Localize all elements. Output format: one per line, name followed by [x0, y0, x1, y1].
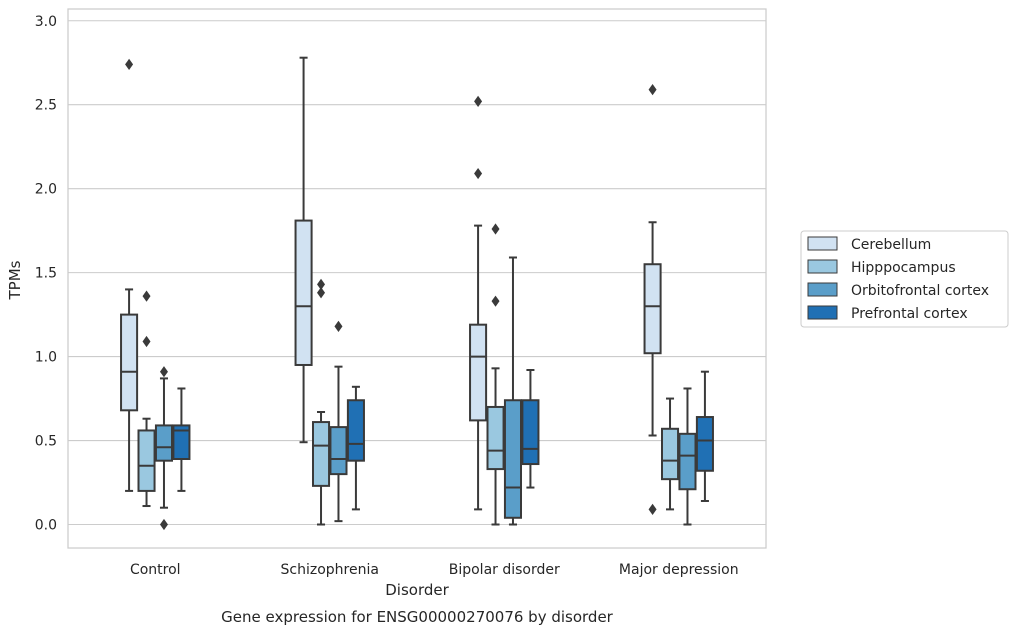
box-body: [137, 429, 156, 492]
outlier-point: [317, 287, 326, 299]
box-3-0: [643, 83, 662, 515]
outlier-point: [491, 223, 500, 235]
y-tick-label: 2.5: [35, 98, 57, 114]
outlier-point: [474, 167, 483, 180]
x-tick-label: Control: [130, 562, 181, 578]
outlier-point: [125, 58, 134, 71]
outlier-point: [648, 83, 657, 96]
box-0-1: [137, 290, 156, 508]
box-3-3: [695, 370, 714, 502]
box-body: [294, 219, 313, 366]
box-3-1: [660, 397, 680, 511]
outlier-point: [159, 366, 168, 378]
x-tick-label: Major depression: [619, 562, 739, 578]
outlier-point: [334, 320, 343, 332]
outlier-point: [474, 95, 483, 107]
legend-frame: [800, 230, 1009, 328]
box-0-2: [154, 366, 174, 531]
legend-label: Cerebellum: [851, 237, 931, 253]
box-body: [678, 432, 697, 491]
box-body: [329, 426, 348, 476]
legend-swatch: [807, 282, 838, 297]
box-1-0: [294, 56, 313, 444]
x-tick-label: Bipolar disorder: [449, 562, 560, 578]
y-tick-label: 1.0: [35, 350, 57, 366]
box-body: [311, 421, 331, 487]
outlier-point: [142, 290, 151, 302]
chart-caption: Gene expression for ENSG00000270076 by d…: [221, 608, 614, 626]
legend-swatch: [807, 236, 838, 251]
box-body: [521, 399, 540, 466]
box-body: [486, 405, 505, 471]
box-2-0: [469, 95, 488, 511]
box-body: [154, 424, 174, 462]
box-body: [120, 313, 139, 412]
x-tick-label: Schizophrenia: [281, 562, 379, 578]
box-1-2: [329, 320, 348, 523]
legend-swatch: [807, 259, 838, 274]
legend: Cerebellum Hipppocampus Orbitofrontal cort…: [800, 230, 1009, 328]
outlier-point: [142, 335, 151, 348]
boxes: [120, 56, 714, 531]
y-tick-label: 3.0: [35, 14, 57, 30]
legend-swatch: [807, 305, 838, 320]
box-body: [695, 416, 714, 472]
box-body: [643, 263, 662, 355]
outlier-point: [491, 295, 500, 307]
legend-entries: Cerebellum Hipppocampus Orbitofrontal cort…: [807, 236, 989, 322]
box-2-1: [486, 223, 505, 526]
box-3-2: [678, 387, 697, 526]
y-axis-title: TPMs: [6, 260, 24, 300]
x-axis-title: Disorder: [385, 581, 449, 599]
box-0-3: [172, 387, 191, 492]
outlier-point: [648, 503, 657, 515]
outlier-point: [317, 278, 326, 290]
box-2-2: [503, 256, 523, 526]
box-body: [660, 427, 680, 481]
legend-label: Prefrontal cortex: [851, 306, 968, 322]
box-body: [503, 399, 523, 519]
y-tick-label: 0.0: [35, 517, 57, 533]
x-axis-ticks: Control Schizophrenia Bipolar disorder Majo…: [130, 562, 739, 578]
y-axis-ticks: 0.0 0.5 1.0 1.5 2.0 2.5 3.0: [35, 14, 57, 534]
box-1-3: [346, 385, 365, 511]
y-tick-label: 2.0: [35, 182, 57, 198]
box-body: [346, 399, 365, 462]
box-0-0: [120, 58, 139, 492]
box-1-1: [311, 278, 331, 526]
y-tick-label: 1.5: [35, 266, 57, 282]
box-2-3: [521, 369, 540, 489]
outlier-point: [159, 518, 168, 531]
legend-label: Orbitofrontal cortex: [851, 283, 989, 299]
legend-label: Hipppocampus: [851, 260, 956, 276]
y-tick-label: 0.5: [35, 434, 57, 450]
box-body: [172, 424, 191, 461]
box-body: [469, 323, 488, 422]
